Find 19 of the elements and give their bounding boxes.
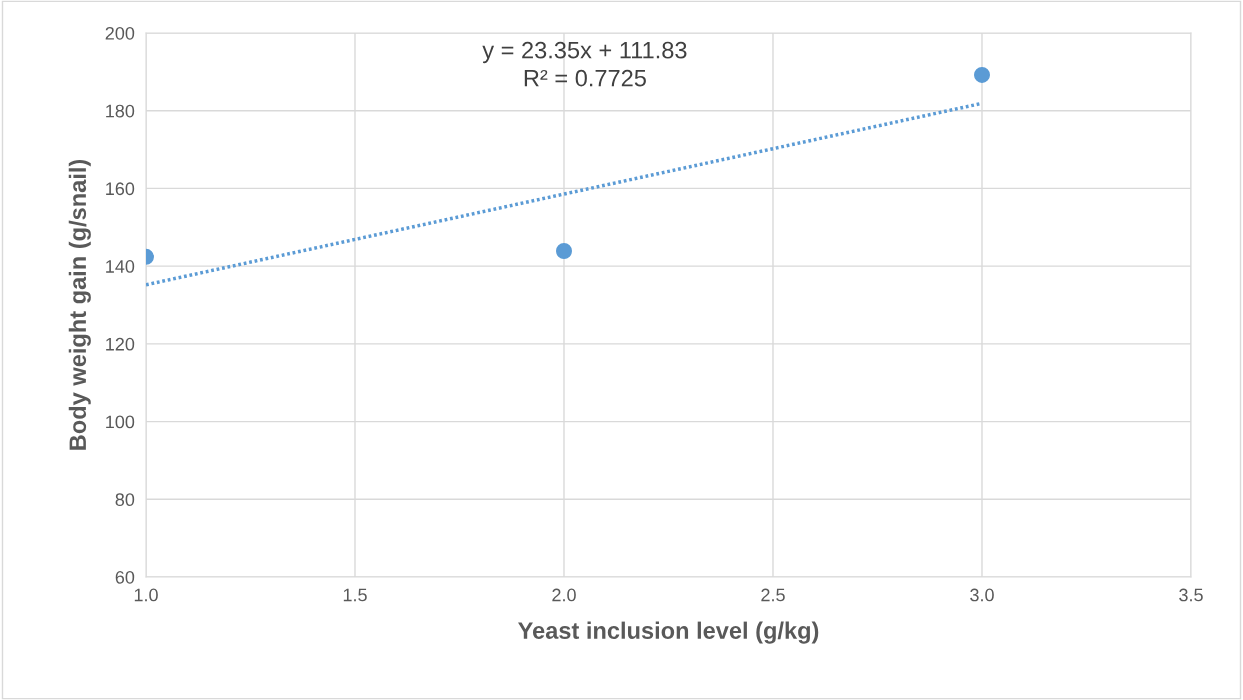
x-tick-label: 3.5 bbox=[1179, 588, 1203, 602]
y-tick-label: 120 bbox=[106, 337, 135, 351]
y-axis-title: Body weight gain (g/snail) bbox=[68, 159, 91, 450]
x-tick-label: 2.0 bbox=[552, 588, 576, 602]
y-tick-label: 100 bbox=[106, 415, 135, 429]
y-tick-label: 160 bbox=[106, 182, 135, 196]
x-tick-label: 1.5 bbox=[343, 588, 367, 602]
x-axis-title: Yeast inclusion level (g/kg) bbox=[518, 621, 819, 644]
point bbox=[974, 66, 990, 83]
x-tick-label: 3.0 bbox=[970, 588, 994, 602]
point bbox=[556, 243, 572, 259]
y-tick-label: 140 bbox=[106, 260, 135, 273]
x-tick-label: 2.5 bbox=[761, 588, 785, 602]
y-tick-label: 60 bbox=[115, 570, 135, 584]
y-tick-label: 80 bbox=[115, 493, 135, 507]
y-tick-label: 200 bbox=[105, 26, 135, 40]
y-tick-label: 180 bbox=[106, 104, 135, 118]
x-tick-label: 1.0 bbox=[134, 588, 158, 602]
annotation: y = 23.35x + 111.83 R² = 0.7725 bbox=[482, 41, 687, 87]
